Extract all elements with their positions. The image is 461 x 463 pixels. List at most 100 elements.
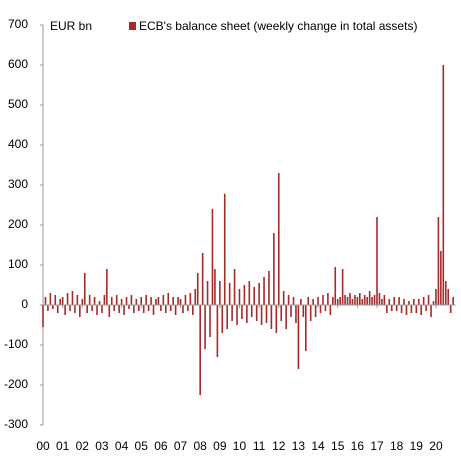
bar [383, 295, 386, 305]
bar [440, 251, 442, 305]
bar [243, 285, 246, 305]
bar [452, 297, 454, 305]
bar [76, 295, 79, 305]
x-tick-label: 04 [115, 439, 129, 453]
x-tick-label: 02 [76, 439, 90, 453]
bar [395, 305, 398, 311]
bar [405, 305, 408, 315]
bar [216, 305, 219, 357]
y-axis-label: EUR bn [50, 19, 92, 33]
bar [349, 293, 351, 305]
bar [356, 297, 359, 305]
x-tick-label: 08 [194, 439, 208, 453]
bar [351, 299, 354, 305]
bar [368, 291, 371, 305]
bar [157, 297, 160, 305]
bar [118, 305, 120, 313]
bar [192, 305, 194, 315]
bar [354, 295, 356, 305]
bar [187, 305, 189, 311]
bar [398, 297, 400, 305]
x-tick-label: 14 [311, 439, 325, 453]
bar [447, 289, 450, 305]
bar [282, 291, 285, 305]
bar [219, 281, 221, 305]
bar [246, 305, 248, 323]
bar [91, 305, 93, 311]
bar [74, 305, 76, 313]
bar [133, 305, 135, 313]
y-tick-label: -300 [4, 417, 28, 431]
bar [319, 305, 322, 313]
bar [309, 305, 312, 321]
y-tick-label: 200 [8, 217, 28, 231]
bar [268, 271, 270, 305]
bar [312, 299, 314, 305]
bar [334, 267, 337, 305]
bar [88, 295, 91, 305]
bar [248, 281, 251, 305]
bar [376, 217, 378, 305]
y-tick-label: 600 [8, 57, 28, 71]
bar [93, 297, 96, 305]
bar [366, 297, 368, 305]
bar [422, 297, 425, 305]
x-tick-label: 18 [390, 439, 404, 453]
bar [373, 295, 376, 305]
bar [150, 297, 152, 305]
bar [196, 273, 199, 305]
bar [174, 305, 177, 315]
bar [317, 297, 319, 305]
y-tick-label: 300 [8, 177, 28, 191]
bar [363, 295, 366, 305]
bar [425, 305, 427, 311]
bar [49, 293, 52, 305]
bar [386, 305, 388, 313]
bar [258, 283, 260, 305]
bar [339, 297, 341, 305]
bar [110, 297, 113, 305]
bar [327, 293, 329, 305]
bar [44, 297, 47, 305]
bar [238, 289, 241, 305]
bar [155, 299, 157, 305]
bar [297, 305, 300, 369]
bar [253, 287, 256, 305]
bar [115, 295, 118, 305]
bar [285, 305, 287, 329]
bar [233, 269, 236, 305]
bar [444, 281, 447, 305]
bar [179, 299, 182, 305]
bar [137, 305, 140, 311]
y-tick-label: 400 [8, 137, 28, 151]
bar [304, 305, 307, 351]
bar [123, 305, 125, 315]
bar [273, 233, 275, 305]
bar [113, 305, 116, 311]
bar [71, 291, 74, 305]
bar [336, 299, 339, 305]
bar [130, 295, 133, 305]
bar [302, 305, 305, 317]
bar [290, 305, 292, 317]
bar [98, 301, 101, 305]
bar [403, 299, 405, 305]
x-tick-label: 00 [36, 439, 50, 453]
bar [236, 305, 238, 325]
x-tick-label: 03 [95, 439, 109, 453]
bar [393, 297, 396, 305]
bar [359, 293, 361, 305]
bar [164, 305, 167, 313]
bar [241, 305, 243, 319]
bar [420, 305, 423, 315]
bar [211, 209, 214, 305]
bar [255, 305, 258, 321]
y-tick-label: -200 [4, 377, 28, 391]
bar [388, 299, 391, 305]
bar [162, 295, 165, 305]
bar [96, 305, 98, 315]
x-tick-label: 15 [331, 439, 345, 453]
bar [332, 297, 334, 305]
bar [56, 305, 59, 313]
